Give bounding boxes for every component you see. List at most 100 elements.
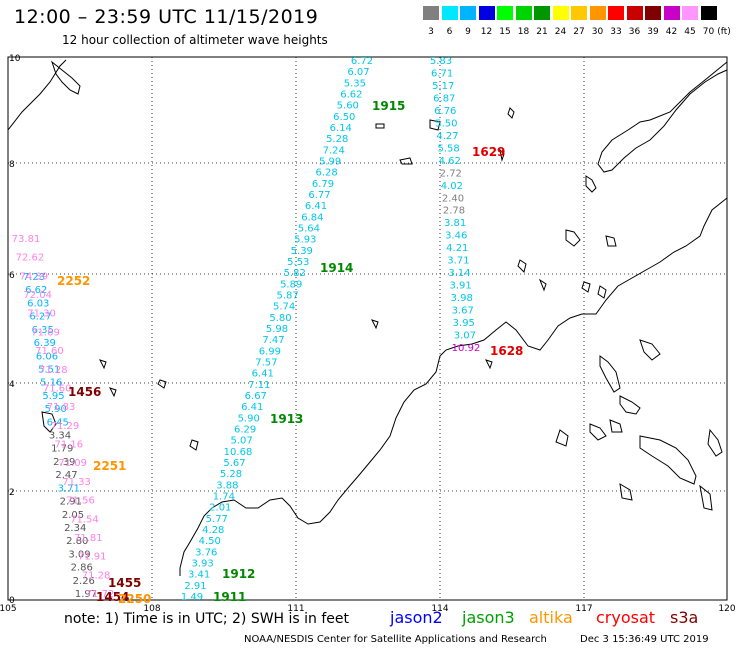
wave-height-label-pink: 71.60: [35, 346, 64, 357]
wave-height-label-jason3: 4.50: [199, 536, 221, 547]
legend-swatch-27: [571, 6, 587, 20]
pass-time-label-1454: 1454: [96, 590, 129, 604]
coast-segment: [589, 423, 607, 441]
wave-height-label-jason3: 5.35: [344, 78, 366, 89]
coast-segment: [371, 319, 379, 330]
wave-height-label-jason3: 5.82: [284, 268, 306, 279]
coast-segment: [375, 123, 385, 129]
wave-height-label-pink: 71.72: [86, 589, 115, 600]
wave-height-label-jason3: 10.68: [224, 447, 253, 458]
wave-height-label-west: 1.97: [75, 589, 97, 600]
wave-height-label-jason3: 1.49: [181, 592, 203, 603]
coast-segment: [485, 359, 493, 370]
legend-swatch-45: [682, 6, 698, 20]
legend-label-15: 15: [499, 27, 511, 37]
wave-height-label-jason3: 5.98: [266, 324, 288, 335]
coast-segment: [609, 419, 623, 433]
page-title: 12:00 – 23:59 UTC 11/15/2019: [14, 6, 319, 28]
wave-height-label-jason3: 5.93: [294, 235, 316, 246]
satellite-name-jason2: jason2: [390, 608, 443, 627]
wave-height-label-jason3: 7.47: [262, 335, 284, 346]
legend-label-18: 18: [517, 27, 530, 37]
wave-height-label-pink: 71.09: [58, 458, 87, 469]
wave-height-label-altika: 4.21: [446, 243, 468, 254]
wave-height-label-pink: 71.91: [78, 552, 107, 563]
wave-height-label-jason3: 5.89: [280, 279, 302, 290]
wave-height-label-altika: 2.72: [440, 168, 462, 179]
wave-height-label-west: 6.03: [27, 298, 49, 309]
coast-segment: [7, 59, 67, 131]
wave-height-label-jason3: 5.99: [319, 157, 341, 168]
wave-height-label-west: 2.05: [62, 510, 84, 521]
wave-height-label-altika: 4.27: [436, 131, 458, 142]
legend-label-70: 70: [702, 27, 715, 37]
wave-height-label-jason3: 1.74: [213, 492, 235, 503]
coast-segment: [41, 411, 57, 433]
wave-height-label-jason3: 5.39: [291, 246, 313, 257]
page-subtitle: 12 hour collection of altimeter wave hei…: [62, 33, 328, 47]
legend-swatch-6: [441, 6, 458, 20]
wave-height-label-pink: 71.83: [47, 402, 76, 413]
y-tick-label: 8: [9, 160, 15, 170]
wave-height-label-jason3: 5.28: [220, 469, 242, 480]
coast-segment: [538, 278, 547, 292]
wave-height-label-jason3: 5.67: [223, 458, 245, 469]
x-tick-label: 114: [431, 604, 448, 614]
pass-time-label-1456: 1456: [68, 385, 101, 399]
wave-height-label-altika: 5.17: [432, 81, 454, 92]
coast-segment: [565, 229, 581, 247]
coast-segment: [619, 483, 633, 501]
wave-height-label-jason3: 5.77: [206, 514, 228, 525]
wave-height-label-west: 2.80: [66, 536, 88, 547]
wave-height-label-west: 5.90: [45, 404, 67, 415]
wave-height-label-jason3: 5.28: [326, 134, 348, 145]
wave-height-label-west: 2.39: [53, 457, 75, 468]
wave-height-label-pink: 71.54: [70, 514, 99, 525]
wave-height-label-jason3: 6.28: [315, 168, 337, 179]
wave-height-label-west: 6.06: [36, 351, 58, 362]
wave-height-label-altika: 3.67: [452, 306, 474, 317]
legend-unit: (ft): [717, 27, 731, 37]
pass-time-label-1911: 1911: [213, 590, 246, 604]
pass-time-label-1912: 1912: [222, 567, 255, 581]
wave-height-label-altika: 3.95: [453, 318, 475, 329]
wave-height-label-jason3: 5.74: [273, 302, 295, 313]
wave-height-label-altika: 3.14: [448, 268, 470, 279]
wave-height-label-pink: 71.33: [62, 477, 91, 488]
wave-height-label-jason3: 3.76: [195, 547, 217, 558]
wave-height-label-pink: 73.81: [12, 234, 41, 245]
pass-time-label-1629: 1629: [472, 145, 505, 159]
wave-height-label-pink: 72.62: [16, 253, 45, 264]
wave-height-label-west: 5.95: [42, 391, 64, 402]
coast-segment: [429, 119, 441, 131]
wave-height-label-altika: 5.50: [435, 118, 457, 129]
coast-segment: [189, 439, 199, 451]
wave-height-label-altika: 3.98: [451, 293, 473, 304]
wave-height-label-west: 3.09: [68, 549, 90, 560]
coast-segment: [581, 281, 591, 293]
wave-height-label-west: 3.34: [49, 431, 71, 442]
axis-tick-labels: 105 108 111 114 117 120 0 2 4 6 8 10: [0, 54, 736, 614]
wave-height-label-pink: 71.56: [66, 496, 95, 507]
wave-height-label-altika: 2.78: [443, 206, 465, 217]
wave-height-label-jason3: 6.50: [333, 112, 355, 123]
wave-height-label-west: 6.27: [29, 312, 51, 323]
coast-segment: [109, 387, 117, 398]
wave-height-label-altika: 3.71: [447, 256, 469, 267]
legend-swatch-33: [608, 6, 624, 20]
y-tick-label: 6: [9, 271, 15, 281]
x-tick-label: 108: [143, 604, 160, 614]
legend-swatch-42: [663, 6, 680, 20]
pass-time-label-1914: 1914: [320, 261, 353, 275]
wave-height-label-jason3: 6.41: [252, 369, 274, 380]
wave-height-label-west: 5.16: [40, 378, 62, 389]
wave-height-labels: 1.492.913.413.933.764.504.285.772.011.74…: [12, 56, 524, 606]
legend-label-6: 6: [446, 27, 453, 37]
legend-label-45: 45: [684, 27, 696, 37]
wave-height-label-altika: 3.91: [449, 281, 471, 292]
wave-height-label-west: 2.47: [55, 470, 77, 481]
wave-height-label-pink: 71.69: [31, 327, 60, 338]
pass-time-label-2250: 2250: [118, 592, 151, 606]
wave-height-label-altika: 6.71: [431, 69, 453, 80]
wave-height-label-altika: 10.92: [452, 343, 481, 354]
